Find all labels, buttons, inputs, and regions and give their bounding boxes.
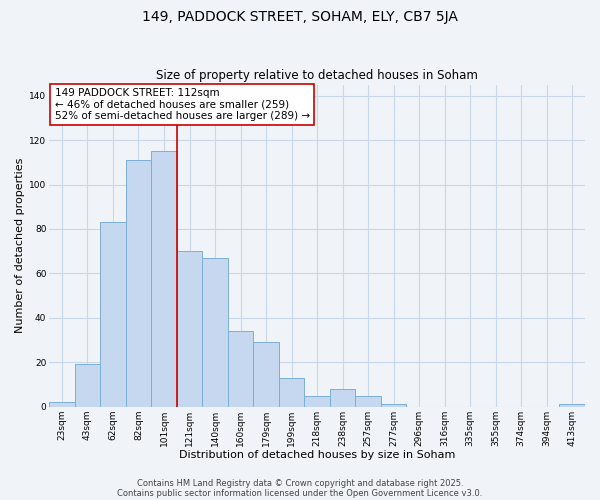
Bar	[100, 222, 126, 406]
Text: Contains public sector information licensed under the Open Government Licence v3: Contains public sector information licen…	[118, 488, 482, 498]
X-axis label: Distribution of detached houses by size in Soham: Distribution of detached houses by size …	[179, 450, 455, 460]
Bar	[126, 160, 151, 406]
Bar	[381, 404, 406, 406]
Bar	[330, 389, 355, 406]
Text: 149 PADDOCK STREET: 112sqm
← 46% of detached houses are smaller (259)
52% of sem: 149 PADDOCK STREET: 112sqm ← 46% of deta…	[55, 88, 310, 121]
Y-axis label: Number of detached properties: Number of detached properties	[15, 158, 25, 334]
Bar	[202, 258, 228, 406]
Bar	[355, 396, 381, 406]
Bar	[177, 251, 202, 406]
Text: 149, PADDOCK STREET, SOHAM, ELY, CB7 5JA: 149, PADDOCK STREET, SOHAM, ELY, CB7 5JA	[142, 10, 458, 24]
Bar	[304, 396, 330, 406]
Bar	[151, 151, 177, 406]
Bar	[279, 378, 304, 406]
Bar	[559, 404, 585, 406]
Bar	[49, 402, 75, 406]
Bar	[228, 331, 253, 406]
Bar	[253, 342, 279, 406]
Bar	[75, 364, 100, 406]
Text: Contains HM Land Registry data © Crown copyright and database right 2025.: Contains HM Land Registry data © Crown c…	[137, 478, 463, 488]
Title: Size of property relative to detached houses in Soham: Size of property relative to detached ho…	[156, 69, 478, 82]
